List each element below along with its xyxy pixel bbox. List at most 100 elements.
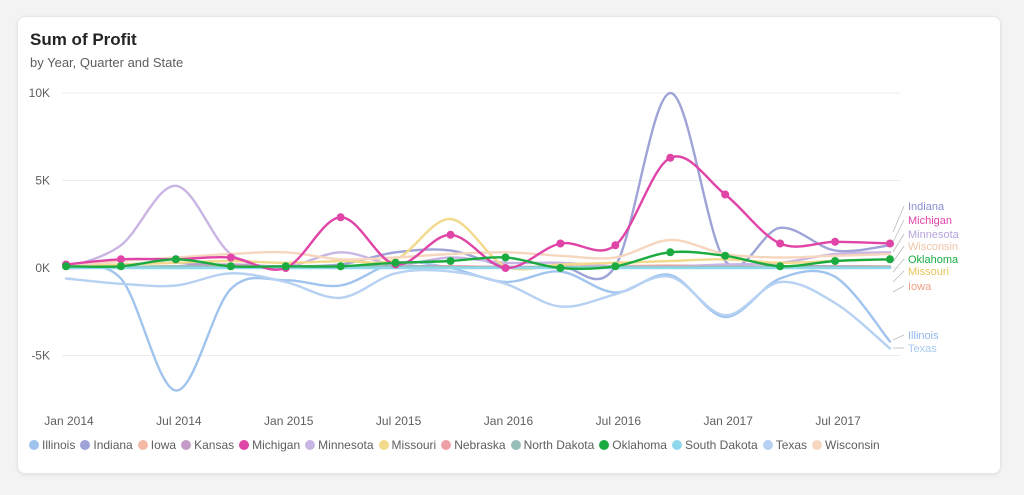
end-label: Texas [908, 343, 937, 355]
legend-marker [137, 440, 148, 450]
legend-item-minnesota[interactable]: Minnesota [305, 438, 374, 452]
data-point-oklahoma[interactable] [281, 262, 290, 271]
x-tick-label: Jul 2015 [376, 414, 422, 428]
legend-item-wisconsin[interactable]: Wisconsin [812, 438, 880, 452]
legend-label: Indiana [93, 438, 133, 452]
data-point-oklahoma[interactable] [226, 262, 235, 271]
data-point-oklahoma[interactable] [721, 251, 730, 260]
data-point-oklahoma[interactable] [776, 262, 785, 271]
series-line-missouri[interactable] [64, 217, 892, 271]
series-illinois [64, 260, 892, 392]
data-point-michigan[interactable] [666, 153, 675, 162]
end-label: Minnesota [908, 229, 960, 241]
legend-marker [80, 440, 91, 450]
data-point-michigan[interactable] [776, 239, 785, 248]
end-label: Michigan [908, 215, 952, 227]
legend: Illinois Indiana Iowa Kansas Michigan Minneso… [29, 438, 885, 452]
series-michigan [62, 153, 894, 272]
end-label: Oklahoma [908, 254, 959, 266]
legend-item-iowa[interactable]: Iowa [137, 438, 177, 452]
y-tick-label: 10K [29, 86, 50, 100]
series-missouri [64, 217, 892, 271]
data-point-oklahoma[interactable] [556, 264, 565, 272]
legend-label: Wisconsin [825, 438, 880, 452]
legend-marker [29, 440, 39, 450]
legend-item-north-dakota[interactable]: North Dakota [510, 438, 595, 452]
legend-item-michigan[interactable]: Michigan [239, 438, 300, 452]
end-label-leader [892, 245, 905, 263]
chart-title: Sum of Profit [30, 30, 137, 49]
end-label-leader [892, 258, 905, 273]
data-point-oklahoma[interactable] [666, 248, 675, 257]
series-lines [62, 91, 894, 392]
legend-label: Missouri [391, 438, 437, 452]
data-point-oklahoma[interactable] [501, 253, 510, 262]
data-point-oklahoma[interactable] [831, 257, 840, 265]
data-point-michigan[interactable] [886, 239, 894, 248]
x-tick-label: Jan 2017 [704, 414, 754, 428]
x-tick-label: Jul 2016 [596, 414, 642, 428]
chart-subtitle: by Year, Quarter and State [30, 55, 184, 70]
data-point-michigan[interactable] [501, 264, 510, 272]
legend-label: Iowa [150, 438, 177, 452]
data-point-michigan[interactable] [336, 213, 345, 222]
legend-label: Nebraska [454, 438, 506, 452]
legend-item-oklahoma[interactable]: Oklahoma [599, 438, 667, 452]
data-point-oklahoma[interactable] [171, 255, 180, 264]
data-point-michigan[interactable] [831, 237, 840, 246]
end-label-leader [892, 205, 905, 233]
series-line-oklahoma[interactable] [64, 250, 892, 271]
end-label: Illinois [908, 330, 939, 342]
legend-label: North Dakota [523, 438, 595, 452]
series-wisconsin [64, 238, 892, 268]
legend-item-texas[interactable]: Texas [762, 438, 808, 452]
data-point-oklahoma[interactable] [336, 262, 345, 271]
end-label-leader [892, 219, 905, 243]
series-line-texas[interactable] [64, 268, 892, 350]
data-point-michigan[interactable] [611, 241, 620, 250]
legend-marker [671, 440, 682, 450]
legend-item-south-dakota[interactable]: South Dakota [671, 438, 758, 452]
legend-marker [239, 440, 250, 450]
series-line-wisconsin[interactable] [64, 238, 892, 268]
end-label: Indiana [908, 201, 945, 213]
legend-marker [378, 440, 389, 450]
data-point-oklahoma[interactable] [391, 258, 400, 267]
data-point-michigan[interactable] [446, 230, 455, 239]
gridlines [62, 92, 900, 356]
x-tick-label: Jan 2015 [264, 414, 314, 428]
series-line-michigan[interactable] [64, 155, 892, 271]
legend-marker [762, 440, 773, 450]
legend-label: Texas [775, 438, 808, 452]
legend-item-indiana[interactable]: Indiana [80, 438, 133, 452]
data-point-michigan[interactable] [116, 255, 125, 264]
series-line-minnesota[interactable] [64, 184, 892, 270]
legend-item-nebraska[interactable]: Nebraska [441, 438, 506, 452]
data-point-michigan[interactable] [556, 239, 565, 248]
legend-marker [599, 440, 610, 450]
legend-label: Oklahoma [612, 438, 667, 452]
data-point-oklahoma[interactable] [62, 262, 70, 271]
y-axis-ticks: 10K 5K 0K -5K [29, 86, 50, 363]
legend-label: South Dakota [684, 438, 758, 452]
legend-item-kansas[interactable]: Kansas [181, 438, 234, 452]
legend-marker [510, 440, 521, 450]
data-point-michigan[interactable] [226, 253, 235, 262]
legend-label: Minnesota [318, 438, 374, 452]
data-point-michigan[interactable] [721, 190, 730, 199]
data-point-oklahoma[interactable] [611, 262, 620, 271]
legend-marker [812, 440, 823, 450]
end-labels: Indiana Michigan MinnesotaWisconsinOklahom… [892, 201, 960, 355]
y-tick-label: 0K [35, 261, 50, 275]
end-label-leader [892, 334, 905, 341]
series-line-illinois[interactable] [64, 260, 892, 392]
data-point-oklahoma[interactable] [446, 257, 455, 265]
data-point-oklahoma[interactable] [116, 262, 125, 271]
legend-item-illinois[interactable]: Illinois [29, 438, 75, 452]
legend-item-missouri[interactable]: Missouri [378, 438, 437, 452]
x-tick-label: Jul 2014 [156, 414, 202, 428]
data-point-oklahoma[interactable] [886, 255, 894, 264]
end-label-leader [892, 285, 905, 293]
x-axis-ticks: Jan 2014 Jul 2014 Jan 2015 Jul 2015 Jan 2016… [44, 414, 861, 428]
